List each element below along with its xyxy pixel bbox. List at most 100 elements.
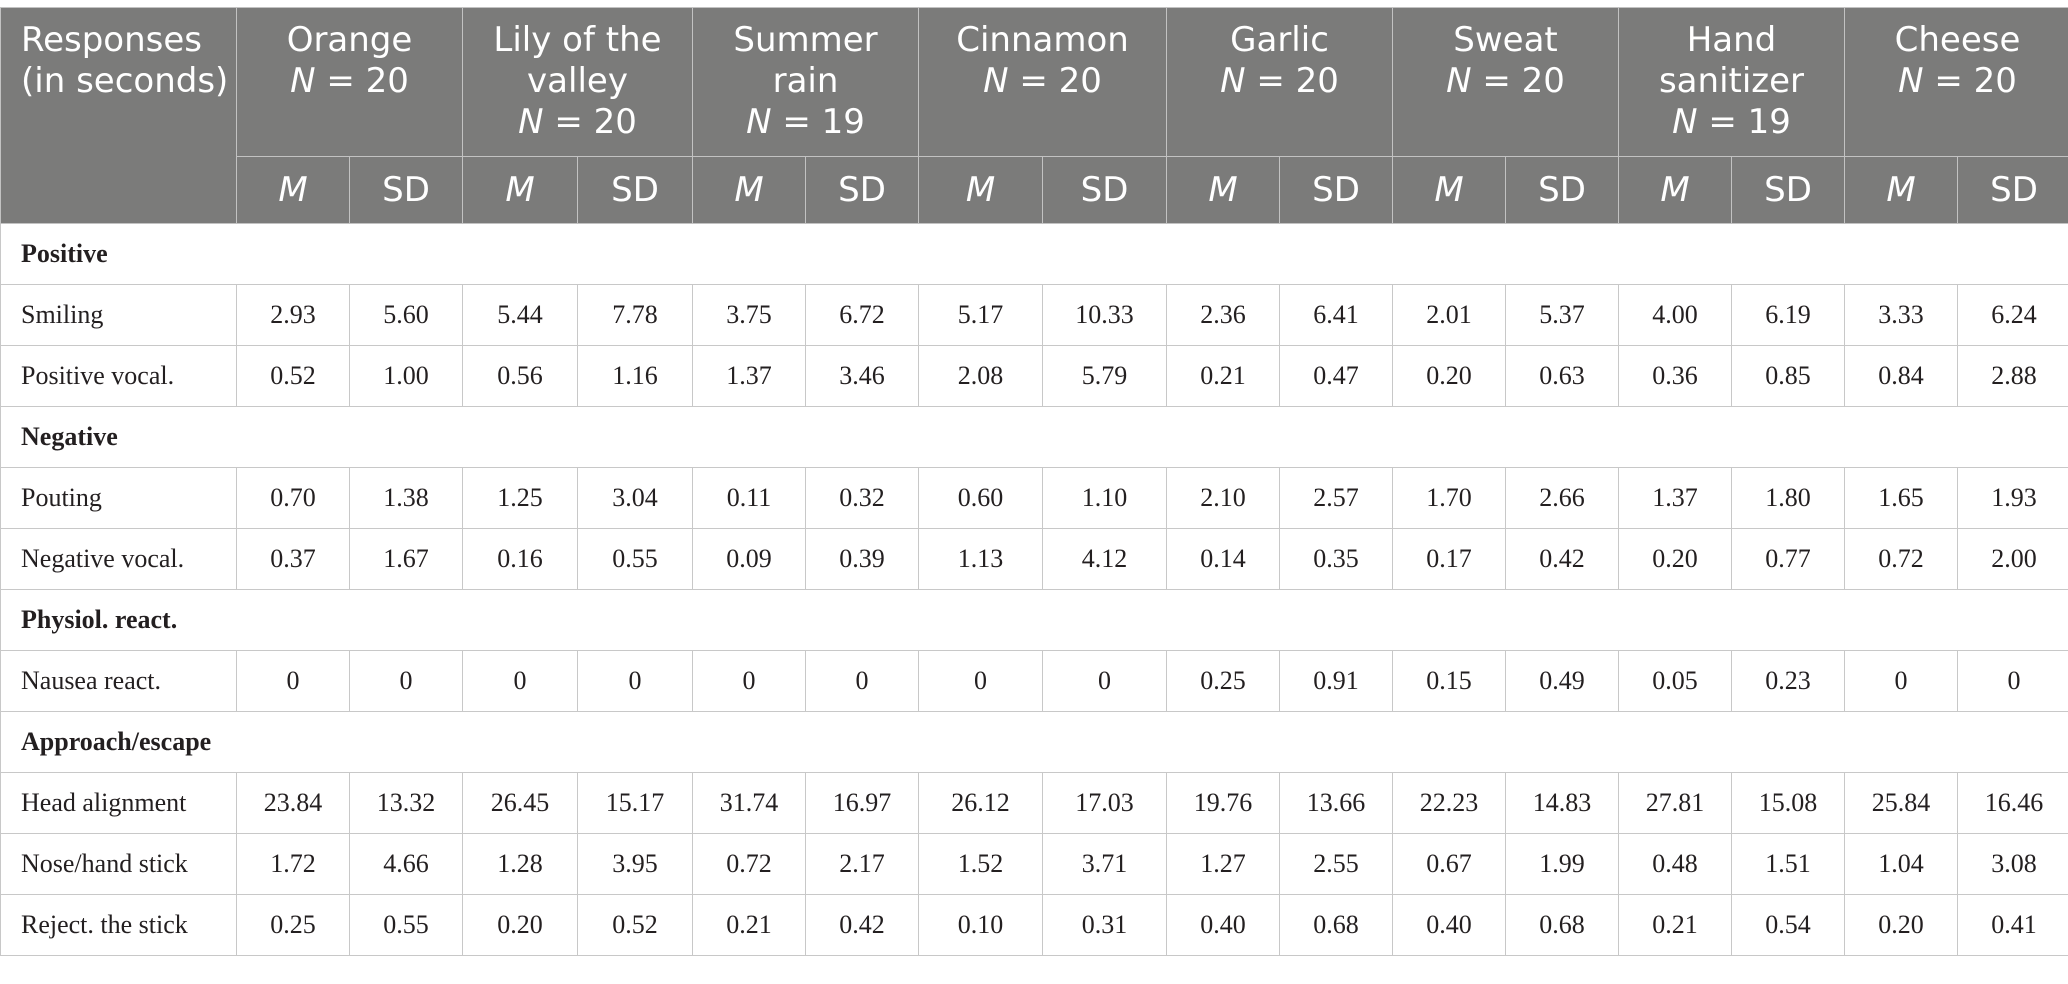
mean-cell: 0.09	[692, 528, 806, 590]
mean-cell: 0.05	[1618, 650, 1733, 712]
row-label: Positive vocal.	[0, 345, 237, 407]
sd-cell: 1.10	[1042, 467, 1168, 529]
mean-subheader: M	[1392, 156, 1507, 224]
table-row: Smiling 2.93 5.60 5.44 7.78 3.75 6.72 5.17 10.33…	[0, 284, 2068, 346]
sd-cell: 0.39	[804, 528, 920, 590]
sd-cell: 14.83	[1505, 772, 1620, 834]
mean-cell: 31.74	[692, 772, 806, 834]
condition-name: Lily of the valley	[493, 20, 662, 101]
sample-size: N = 20	[241, 61, 458, 102]
odor-responses-table-container: Responses (in seconds) Orange N = 20 Lily …	[0, 7, 2068, 956]
mean-cell: 1.37	[1618, 467, 1733, 529]
mean-cell: 0.40	[1392, 894, 1507, 956]
condition-header: Cinnamon N = 20	[918, 7, 1168, 157]
odor-responses-table: Responses (in seconds) Orange N = 20 Lily …	[0, 7, 2068, 956]
table-header: Responses (in seconds) Orange N = 20 Lily …	[0, 7, 2068, 224]
mean-cell: 1.65	[1844, 467, 1959, 529]
table-row: Nausea react. 0 0 0 0 0 0 0 0 0.25 0.91 0.15 0.49 0.0…	[0, 650, 2068, 712]
condition-name: Hand sanitizer	[1658, 20, 1805, 101]
sd-cell: 0.55	[349, 894, 463, 956]
sample-size-symbol: N	[1446, 61, 1472, 101]
sd-cell: 15.17	[577, 772, 693, 834]
sd-cell: 13.32	[349, 772, 463, 834]
sample-size: N = 19	[697, 102, 914, 143]
sample-size-symbol: N	[518, 102, 544, 142]
table-body: Positive Smiling 2.93 5.60 5.44 7.78 3.75 6.72 5…	[0, 223, 2068, 956]
mean-cell: 0.40	[1166, 894, 1281, 956]
sample-size-value: = 19	[1708, 102, 1791, 142]
mean-cell: 26.12	[918, 772, 1044, 834]
sd-cell: 13.66	[1279, 772, 1394, 834]
sd-cell: 2.17	[804, 833, 920, 895]
mean-cell: 2.36	[1166, 284, 1281, 346]
condition-name: Cheese	[1894, 20, 2021, 60]
sd-cell: 0	[1957, 650, 2068, 712]
sd-cell: 1.00	[349, 345, 463, 407]
sd-cell: 2.00	[1957, 528, 2068, 590]
mean-cell: 0.20	[1844, 894, 1959, 956]
mean-cell: 1.25	[462, 467, 578, 529]
mean-subheader: M	[918, 156, 1044, 224]
sd-cell: 0.31	[1042, 894, 1168, 956]
mean-subheader: M	[1844, 156, 1959, 224]
sd-cell: 0.68	[1279, 894, 1394, 956]
sd-cell: 0.91	[1279, 650, 1394, 712]
sd-cell: 1.38	[349, 467, 463, 529]
sd-cell: 1.99	[1505, 833, 1620, 895]
sd-cell: 5.37	[1505, 284, 1620, 346]
mean-cell: 23.84	[236, 772, 350, 834]
mean-cell: 0	[1844, 650, 1959, 712]
mean-cell: 1.28	[462, 833, 578, 895]
sd-cell: 0.32	[804, 467, 920, 529]
mean-cell: 0.72	[1844, 528, 1959, 590]
sample-size-value: = 20	[1934, 61, 2017, 101]
sample-size-symbol: N	[290, 61, 316, 101]
condition-header: Summer rain N = 19	[691, 7, 920, 157]
mean-cell: 22.23	[1392, 772, 1507, 834]
sample-size-value: = 20	[1482, 61, 1565, 101]
sample-size-value: = 20	[554, 102, 637, 142]
sd-cell: 1.16	[577, 345, 693, 407]
sd-cell: 0.68	[1505, 894, 1620, 956]
sd-cell: 0.85	[1731, 345, 1846, 407]
mean-cell: 2.08	[918, 345, 1044, 407]
mean-subheader: M	[462, 156, 578, 224]
sd-cell: 2.55	[1279, 833, 1394, 895]
sd-cell: 0.42	[804, 894, 920, 956]
sd-cell: 1.67	[349, 528, 463, 590]
table-row: Negative vocal. 0.37 1.67 0.16 0.55 0.09 0.39 1…	[0, 528, 2068, 590]
mean-cell: 19.76	[1166, 772, 1281, 834]
mean-cell: 0	[462, 650, 578, 712]
mean-cell: 1.27	[1166, 833, 1281, 895]
sample-size-value: = 19	[782, 102, 865, 142]
sd-cell: 0.77	[1731, 528, 1846, 590]
table-row: Head alignment 23.84 13.32 26.45 15.17 31.74 1…	[0, 772, 2068, 834]
mean-cell: 26.45	[462, 772, 578, 834]
sample-size: N = 20	[467, 102, 688, 143]
mean-cell: 2.01	[1392, 284, 1507, 346]
row-label: Pouting	[0, 467, 237, 529]
mean-subheader: M	[1166, 156, 1281, 224]
sd-subheader: SD	[804, 156, 920, 224]
row-label: Reject. the stick	[0, 894, 237, 956]
mean-cell: 0.37	[236, 528, 350, 590]
mean-cell: 3.75	[692, 284, 806, 346]
mean-cell: 27.81	[1618, 772, 1733, 834]
mean-cell: 0.60	[918, 467, 1044, 529]
sample-size-value: = 20	[1256, 61, 1339, 101]
row-label: Nose/hand stick	[0, 833, 237, 895]
mean-cell: 0.10	[918, 894, 1044, 956]
sd-cell: 15.08	[1731, 772, 1846, 834]
mean-cell: 1.04	[1844, 833, 1959, 895]
mean-subheader: M	[236, 156, 350, 224]
mean-cell: 1.37	[692, 345, 806, 407]
mean-cell: 0.56	[462, 345, 578, 407]
condition-name: Sweat	[1453, 20, 1558, 60]
mean-cell: 0	[692, 650, 806, 712]
sd-subheader: SD	[577, 156, 693, 224]
sd-cell: 0.63	[1505, 345, 1620, 407]
sd-subheader: SD	[1957, 156, 2068, 224]
sample-size-value: = 20	[326, 61, 409, 101]
condition-name: Orange	[286, 20, 413, 60]
mean-cell: 5.44	[462, 284, 578, 346]
